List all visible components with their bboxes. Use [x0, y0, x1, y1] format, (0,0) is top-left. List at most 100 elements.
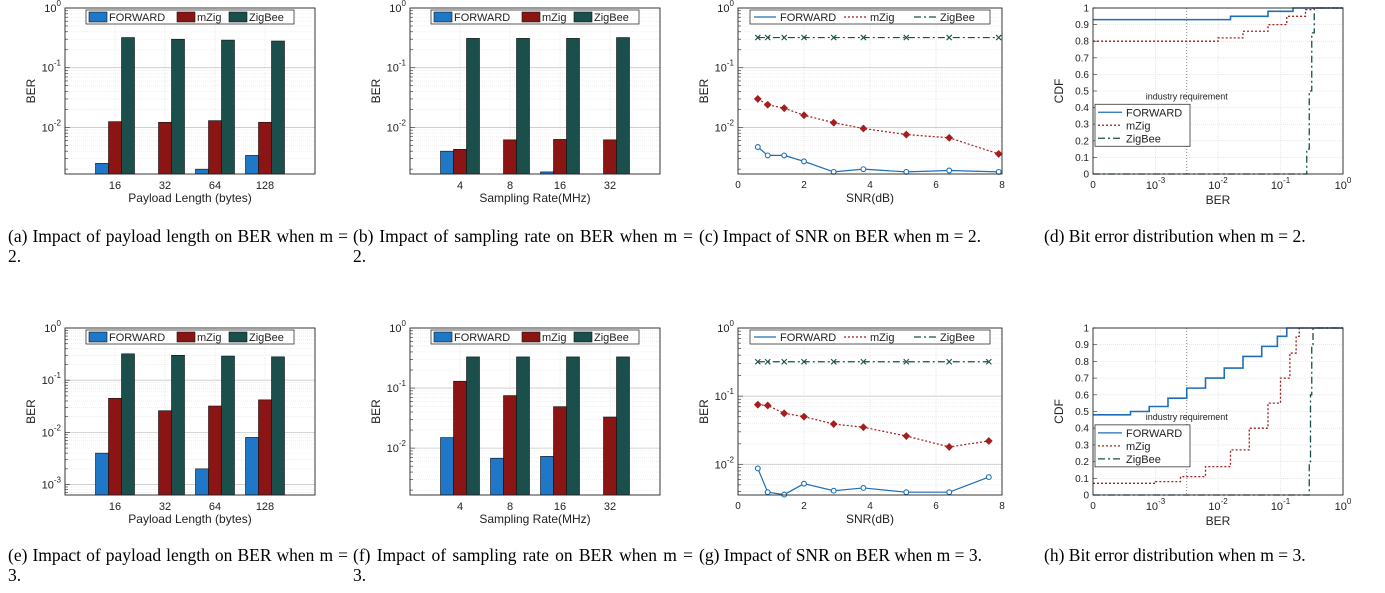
- legend-label-mzig: mZig: [197, 12, 221, 24]
- bar-zigbee: [616, 356, 630, 496]
- legend-label-mzig: mZig: [1126, 441, 1150, 453]
- legend-label-forward: FORWARD: [780, 12, 836, 24]
- legend-label-forward: FORWARD: [1126, 107, 1182, 119]
- x-tick-label: 6: [933, 501, 939, 512]
- data-point-zigbee: [946, 358, 953, 365]
- bar-zigbee: [171, 354, 185, 496]
- caption-b: (b) Impact of sampling rate on BER when …: [353, 226, 693, 266]
- data-point-mzig: [780, 104, 789, 113]
- x-tick-label: 128: [256, 180, 274, 192]
- x-tick-label: 32: [159, 180, 171, 192]
- axes-frame: [1092, 7, 1344, 175]
- legend-box: [749, 9, 991, 25]
- y-tick-label: 10-3: [42, 476, 62, 492]
- x-tick-label: 0: [1090, 180, 1096, 191]
- y-tick-label: 10-1: [715, 59, 735, 75]
- x-tick-label: 16: [554, 501, 566, 513]
- y-tick-label: 0.2: [1075, 136, 1089, 147]
- y-tick-label: 0.9: [1075, 20, 1089, 31]
- series-line-mzig: [757, 98, 999, 155]
- data-point-zigbee: [995, 34, 1002, 41]
- y-tick-label: 0.4: [1075, 103, 1089, 114]
- x-tick-label: 10-3: [1146, 176, 1166, 192]
- x-tick-label: 10-1: [1271, 497, 1291, 513]
- legend-label-zigbee: ZigBee: [1126, 133, 1161, 145]
- chart-f: 10-2 10-1 100 4 8 16 32 FORWARD mZig ZigBee Sampli…: [369, 319, 661, 526]
- bar-zigbee: [566, 356, 580, 496]
- y-tick-label: 100: [717, 319, 734, 335]
- data-point-mzig: [800, 111, 808, 120]
- legend-label-forward: FORWARD: [109, 332, 165, 344]
- bar-forward: [440, 437, 454, 496]
- legend-swatch: [88, 11, 108, 23]
- data-point-zigbee: [860, 34, 867, 41]
- x-tick-label: 32: [604, 501, 616, 513]
- bar-zigbee: [516, 356, 530, 496]
- data-point-forward: [985, 474, 992, 481]
- chart-d: 0 0.1 0.2 0.3 0.4 0.5 0.6 0.7 0.8 0.9 1 0 10-3 10-2 10…: [1052, 4, 1352, 208]
- bar-mzig: [258, 121, 272, 175]
- legend-swatch: [176, 11, 196, 23]
- annotation-label: industry requirement: [1146, 91, 1229, 101]
- axes-frame: [64, 7, 316, 175]
- data-point-zigbee: [764, 34, 771, 41]
- series-line-mzig: [1093, 7, 1343, 42]
- data-point-zigbee: [903, 358, 910, 365]
- bar-forward: [195, 468, 209, 496]
- data-point-forward: [754, 465, 761, 472]
- data-point-forward: [946, 489, 953, 496]
- data-point-mzig: [859, 124, 868, 133]
- data-point-zigbee: [754, 34, 761, 41]
- x-tick-label: 0: [1090, 501, 1096, 512]
- x-tick-label: 4: [867, 501, 873, 512]
- legend-label-mzig: mZig: [870, 12, 894, 24]
- data-point-forward: [781, 152, 788, 159]
- x-tick-label: 10-3: [1146, 497, 1166, 513]
- data-point-forward: [860, 485, 867, 491]
- y-tick-label: 10-2: [42, 118, 62, 134]
- y-tick-label: 10-1: [42, 59, 62, 75]
- y-axis-title: BER: [697, 399, 711, 424]
- bar-zigbee: [121, 353, 135, 496]
- x-tick-label: 64: [209, 501, 221, 513]
- axes-frame: [409, 7, 661, 175]
- x-axis-title: BER: [1206, 193, 1231, 207]
- x-tick-label: 100: [1335, 497, 1352, 513]
- x-tick-label: 10-2: [1208, 497, 1228, 513]
- x-tick-label: 100: [1335, 176, 1352, 192]
- y-tick-label: 0.1: [1075, 474, 1089, 485]
- x-tick-label: 16: [554, 180, 566, 192]
- data-point-mzig: [859, 423, 868, 432]
- bar-mzig: [108, 397, 122, 496]
- legend: FORWARD mZig ZigBee: [430, 9, 640, 25]
- bar-forward: [195, 168, 209, 175]
- bar-zigbee: [221, 355, 235, 496]
- data-point-mzig: [763, 401, 772, 410]
- y-tick-label: 0.2: [1075, 457, 1089, 468]
- y-tick-label: 100: [44, 319, 61, 335]
- y-tick-label: 100: [389, 0, 406, 15]
- y-tick-label: 0.5: [1075, 87, 1089, 98]
- data-point-forward: [764, 152, 771, 159]
- y-tick-label: 10-1: [387, 379, 407, 395]
- axes-frame: [737, 7, 1003, 175]
- x-tick-label: 32: [159, 501, 171, 513]
- y-tick-label: 0.8: [1075, 357, 1089, 368]
- legend: FORWARD mZig ZigBee: [85, 329, 295, 345]
- y-tick-label: 10-2: [715, 118, 735, 134]
- bar-zigbee: [466, 356, 480, 496]
- annotation-label: industry requirement: [1146, 412, 1229, 422]
- y-tick-label: 0.4: [1075, 424, 1089, 435]
- data-point-mzig: [753, 95, 762, 103]
- y-axis-title: BER: [369, 78, 383, 103]
- data-point-zigbee: [860, 358, 867, 365]
- bar-zigbee: [271, 40, 285, 175]
- legend-swatch: [228, 331, 248, 343]
- x-axis-title: Payload Length (bytes): [128, 191, 251, 205]
- data-point-zigbee: [781, 358, 788, 365]
- data-point-mzig: [800, 412, 808, 421]
- bar-mzig: [158, 121, 172, 175]
- bar-forward: [245, 437, 259, 496]
- series-line-mzig: [1093, 327, 1343, 484]
